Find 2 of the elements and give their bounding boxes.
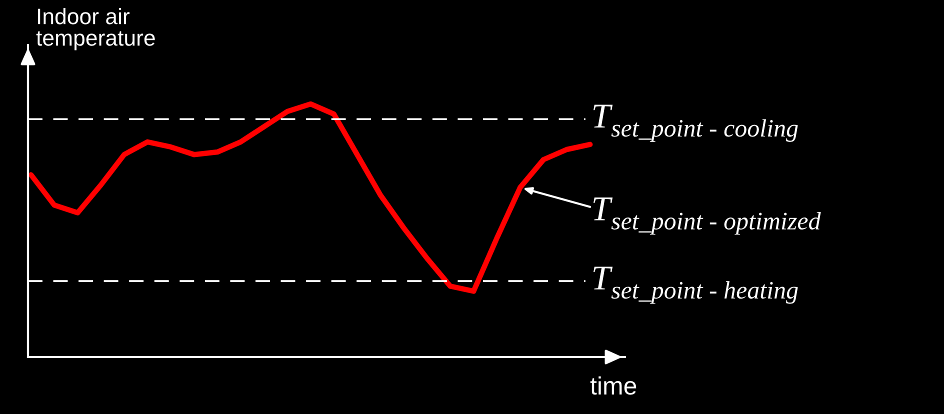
- y-axis-title: Indoor air temperature: [36, 8, 155, 50]
- x-axis-title: time: [590, 376, 636, 395]
